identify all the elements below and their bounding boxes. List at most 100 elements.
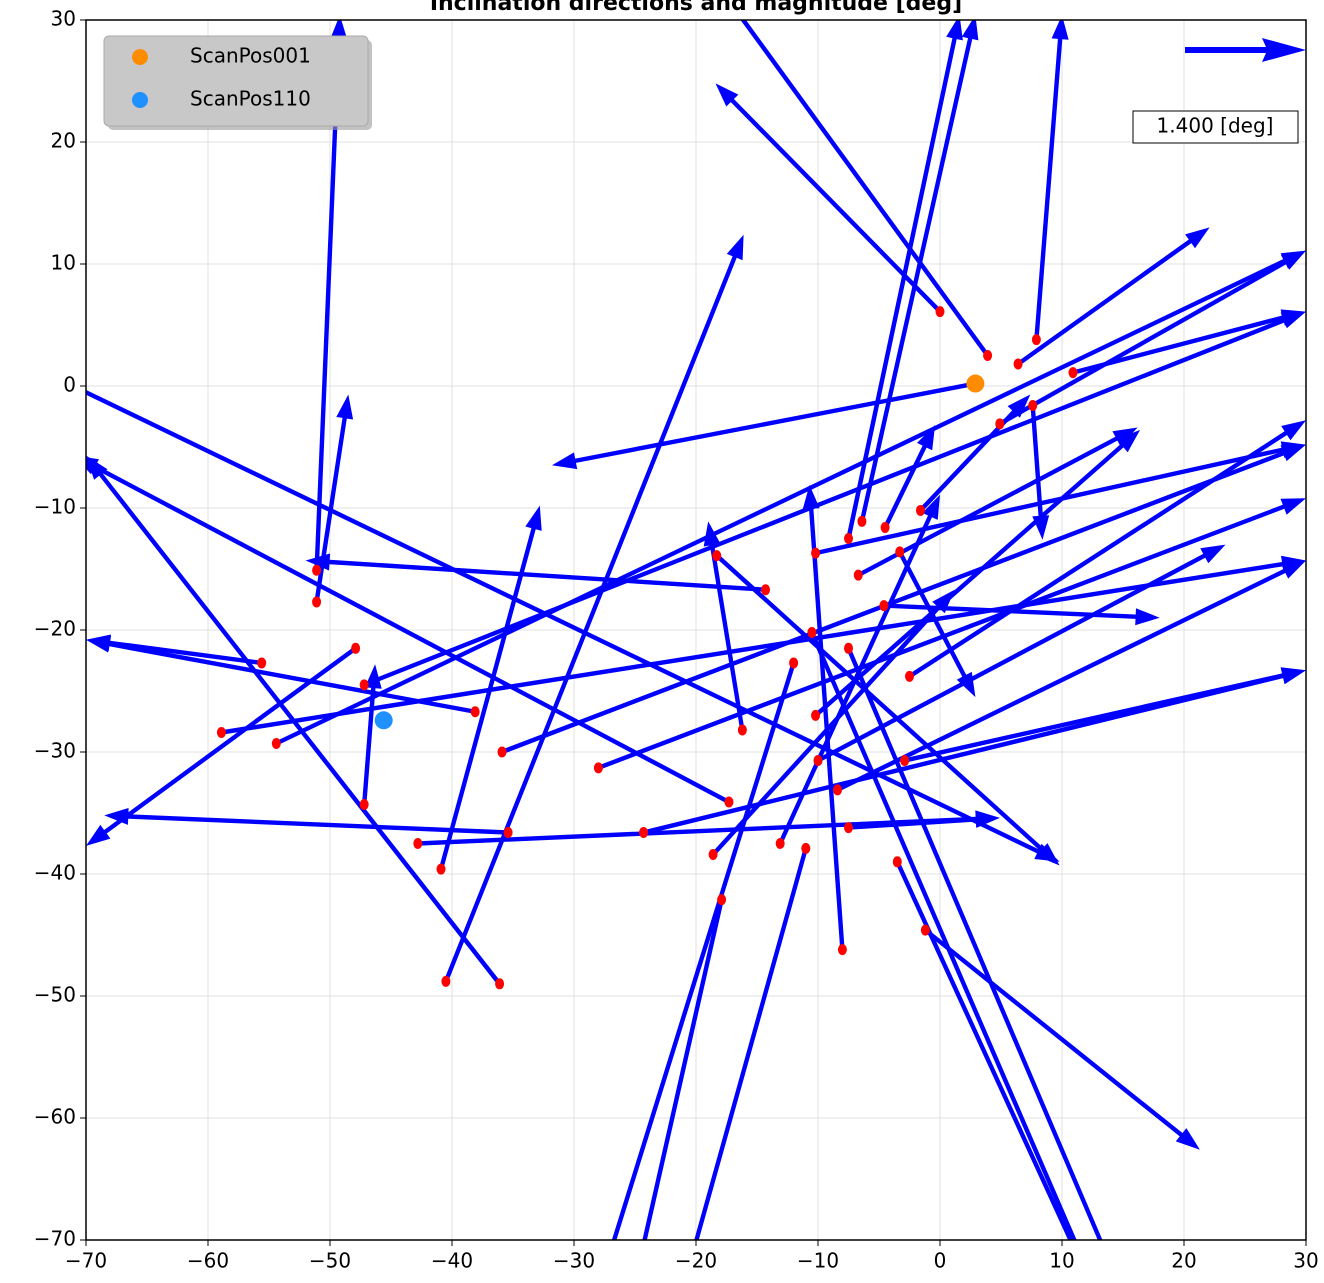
arrow-origin bbox=[639, 827, 649, 839]
quiver-arrow bbox=[859, 20, 979, 522]
x-tick-label: −20 bbox=[675, 1249, 717, 1273]
y-tick-label: −30 bbox=[34, 739, 76, 763]
quiver-arrow bbox=[642, 899, 724, 1240]
grid bbox=[85, 19, 1307, 1241]
arrow-origin bbox=[1031, 334, 1041, 346]
quiver-arrow bbox=[897, 550, 976, 698]
quiver-arrow bbox=[883, 603, 1160, 626]
arrow-origin bbox=[761, 584, 771, 596]
scan-position bbox=[374, 711, 393, 730]
quiver-arrow bbox=[597, 498, 1306, 770]
quiver-arrow bbox=[715, 553, 1060, 866]
arrow-origin bbox=[775, 838, 785, 849]
y-tick-label: −50 bbox=[34, 983, 76, 1007]
arrow-origin bbox=[995, 418, 1005, 430]
quiver-arrow bbox=[694, 847, 808, 1240]
arrow-origin bbox=[905, 670, 914, 682]
quiver-arrow bbox=[740, 20, 990, 357]
quiver-arrow bbox=[895, 860, 1073, 1240]
x-tick-label: 20 bbox=[1171, 1249, 1196, 1273]
quiver-arrow bbox=[104, 808, 509, 835]
arrow-origin bbox=[495, 978, 505, 990]
arrow-origin bbox=[837, 944, 847, 956]
quiver-arrow bbox=[883, 425, 936, 529]
legend-label: ScanPos110 bbox=[190, 87, 311, 111]
quiver-arrow bbox=[86, 457, 730, 804]
arrow-origin bbox=[811, 709, 821, 721]
x-tick-label: −10 bbox=[797, 1249, 839, 1273]
quiver-arrow bbox=[305, 553, 766, 592]
quiver-arrow bbox=[802, 484, 845, 950]
arrow-origin bbox=[351, 642, 361, 654]
arrow-origin bbox=[503, 827, 513, 839]
arrow-origin bbox=[880, 522, 890, 534]
arrow-origin bbox=[724, 796, 734, 808]
legend-box bbox=[103, 35, 369, 127]
arrow-origin bbox=[712, 550, 722, 562]
arrow-origin bbox=[935, 306, 945, 318]
quiver-arrow bbox=[1030, 405, 1050, 540]
arrow-origin bbox=[359, 798, 369, 810]
quiver-arrow bbox=[817, 544, 1226, 763]
key-arrow bbox=[1185, 38, 1306, 62]
x-tick-label: −70 bbox=[65, 1249, 107, 1273]
arrow-origin bbox=[801, 842, 811, 854]
arrow-origin bbox=[813, 755, 823, 767]
arrow-origin bbox=[844, 533, 853, 544]
arrow-origin bbox=[857, 515, 867, 527]
key-label: 1.400 [deg] bbox=[1157, 114, 1274, 138]
arrow-origin bbox=[593, 762, 603, 774]
quiver-arrow bbox=[221, 555, 1306, 735]
quiver-arrow bbox=[1072, 309, 1306, 375]
quiver-arrow bbox=[1034, 20, 1069, 340]
arrow-origin bbox=[312, 564, 322, 576]
quiver-arrow bbox=[715, 83, 942, 314]
y-tick-label: −70 bbox=[34, 1227, 76, 1251]
y-tick-label: −40 bbox=[34, 861, 76, 885]
y-tick-label: 0 bbox=[63, 373, 76, 397]
quiver-arrow bbox=[643, 667, 1306, 835]
arrow-origin bbox=[789, 657, 799, 669]
x-tick-label: −40 bbox=[431, 1249, 473, 1273]
quiver-arrow bbox=[703, 521, 745, 731]
quiver-arrow bbox=[86, 646, 357, 846]
plot-area bbox=[86, 20, 1306, 1240]
arrow-origin bbox=[271, 737, 281, 749]
arrow-origin bbox=[844, 642, 853, 654]
scan-position bbox=[966, 374, 985, 393]
quiver-arrow bbox=[857, 427, 1138, 577]
arrow-origin bbox=[983, 350, 993, 361]
quiver-arrow bbox=[924, 928, 1200, 1150]
arrow-origin bbox=[1013, 358, 1023, 370]
quiver-arrow bbox=[314, 20, 348, 571]
chart-title: Inclination directions and magnitude [de… bbox=[430, 0, 962, 16]
y-tick-label: 20 bbox=[51, 129, 76, 153]
quiver-arrow bbox=[904, 667, 1306, 763]
arrow-origin bbox=[413, 838, 423, 849]
quiver-arrow bbox=[998, 250, 1306, 426]
legend: ScanPos001 ScanPos110 bbox=[103, 35, 372, 130]
arrow-origin bbox=[257, 657, 267, 669]
y-tick-label: −10 bbox=[34, 495, 76, 519]
quiver-arrow bbox=[443, 234, 744, 983]
legend-marker bbox=[132, 92, 148, 108]
quiver-arrow bbox=[363, 311, 1306, 687]
arrow-origin bbox=[312, 596, 322, 608]
quiver-arrow bbox=[836, 560, 1306, 792]
arrow-origin bbox=[708, 848, 718, 860]
quiver-arrow bbox=[809, 631, 1077, 1240]
arrow-origin bbox=[915, 504, 925, 516]
arrow-origin bbox=[892, 856, 902, 868]
arrow-origin bbox=[441, 975, 451, 987]
quiver-arrow bbox=[314, 394, 354, 603]
x-tick-label: −30 bbox=[553, 1249, 595, 1273]
arrow-origin bbox=[879, 600, 889, 612]
arrow-origin bbox=[811, 547, 821, 559]
axes: −70 −60 −50 −40 −30 −20 −10 0 10 20 30 −70 −60 −50 −40… bbox=[34, 7, 1319, 1273]
legend-label: ScanPos001 bbox=[190, 44, 311, 68]
quiver-arrow bbox=[846, 20, 963, 539]
arrow-origin bbox=[853, 569, 863, 581]
arrow-origin bbox=[895, 546, 905, 558]
y-tick-label: 10 bbox=[51, 251, 76, 275]
quiver-arrow bbox=[417, 810, 1000, 846]
